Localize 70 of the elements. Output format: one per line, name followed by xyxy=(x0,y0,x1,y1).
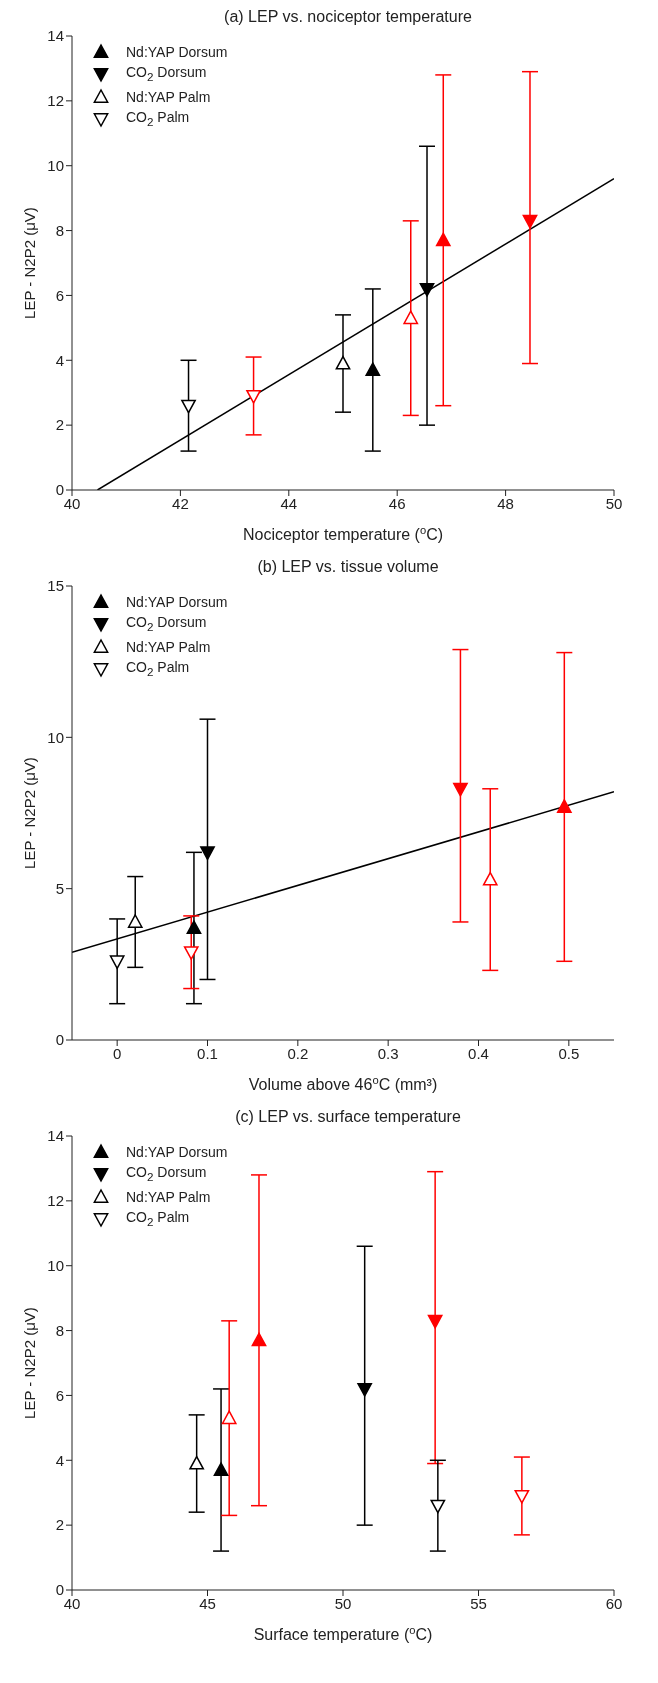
y-tick-label: 12 xyxy=(47,92,64,110)
x-axis-title: Volume above 46$^{o}$C (mm³) xyxy=(248,1074,438,1093)
x-tick-label: 42 xyxy=(172,494,189,512)
y-axis-title: LEP - N2P2 (μV) xyxy=(21,207,39,319)
x-axis-title: Surface temperature ($^{o}$C) xyxy=(253,1624,433,1643)
x-tick-label: 0.3 xyxy=(377,1044,399,1062)
x-tick-label: 50 xyxy=(605,494,623,512)
legend-label: Nd:YAP Dorsum xyxy=(126,593,228,612)
legend-label: Nd:YAP Palm xyxy=(126,1187,211,1207)
chart-title: (a) LEP vs. nociceptor temperature xyxy=(223,8,473,26)
point xyxy=(514,1489,530,1504)
y-tick-label: 12 xyxy=(47,1192,64,1210)
legend-label: Nd:YAP Dorsum xyxy=(126,1143,228,1162)
legend-label: Nd:YAP Palm xyxy=(126,637,211,657)
y-axis-title: LEP - N2P2 (μV) xyxy=(21,757,39,869)
y-tick-label: 4 xyxy=(55,1451,64,1469)
chart-title: (b) LEP vs. tissue volume xyxy=(256,558,440,576)
y-tick-label: 0 xyxy=(55,481,64,499)
x-tick-label: 0.4 xyxy=(468,1044,489,1062)
legend-label: CO$_{2}$ Palm xyxy=(126,1207,190,1230)
point xyxy=(221,1410,237,1425)
chart-title: (c) LEP vs. surface temperature xyxy=(234,1108,462,1126)
x-tick-label: 0 xyxy=(112,1044,122,1062)
y-tick-label: 14 xyxy=(47,27,64,45)
legend-label: Nd:YAP Dorsum xyxy=(126,43,228,62)
point xyxy=(430,1499,446,1514)
x-tick-label: 60 xyxy=(605,1594,623,1612)
point xyxy=(127,914,143,928)
x-tick-label: 46 xyxy=(388,494,406,512)
y-tick-label: 6 xyxy=(55,286,64,304)
legend-label: CO$_{2}$ Palm xyxy=(126,657,190,680)
y-tick-label: 2 xyxy=(55,1516,64,1534)
legend-label: CO$_{2}$ Dorsum xyxy=(126,613,207,635)
x-tick-label: 0.1 xyxy=(197,1044,218,1062)
y-tick-label: 2 xyxy=(55,416,64,434)
legend-label: CO$_{2}$ Dorsum xyxy=(126,1163,207,1185)
y-tick-label: 14 xyxy=(47,1127,64,1145)
y-tick-label: 10 xyxy=(47,728,64,746)
y-tick-label: 0 xyxy=(55,1031,64,1049)
point xyxy=(181,399,196,414)
point xyxy=(109,955,125,970)
y-tick-label: 8 xyxy=(55,221,64,239)
x-tick-label: 0.2 xyxy=(287,1044,309,1062)
y-tick-label: 10 xyxy=(47,157,64,175)
point xyxy=(403,310,419,325)
x-tick-label: 40 xyxy=(63,494,81,512)
x-tick-label: 44 xyxy=(280,494,298,512)
x-tick-label: 55 xyxy=(470,1594,487,1612)
y-tick-label: 15 xyxy=(47,577,64,595)
point xyxy=(189,1455,205,1470)
point xyxy=(246,389,261,404)
y-tick-label: 6 xyxy=(55,1386,64,1404)
x-tick-label: 48 xyxy=(497,494,514,512)
point xyxy=(482,871,498,886)
y-tick-label: 8 xyxy=(55,1321,64,1339)
y-tick-label: 5 xyxy=(55,879,64,897)
legend-label: CO$_{2}$ Palm xyxy=(126,107,190,130)
point xyxy=(183,946,199,960)
x-tick-label: 0.5 xyxy=(558,1044,580,1062)
x-tick-label: 50 xyxy=(334,1594,352,1612)
x-tick-label: 40 xyxy=(63,1594,81,1612)
y-tick-label: 10 xyxy=(47,1257,64,1275)
y-axis-title: LEP - N2P2 (μV) xyxy=(21,1307,39,1419)
y-tick-label: 4 xyxy=(55,351,64,369)
legend-label: Nd:YAP Palm xyxy=(126,87,211,107)
x-tick-label: 45 xyxy=(199,1594,216,1612)
y-tick-label: 0 xyxy=(55,1581,64,1599)
point xyxy=(335,355,351,370)
x-axis-title: Nociceptor temperature ($^{o}$C) xyxy=(242,524,444,543)
legend-label: CO$_{2}$ Dorsum xyxy=(126,63,207,85)
